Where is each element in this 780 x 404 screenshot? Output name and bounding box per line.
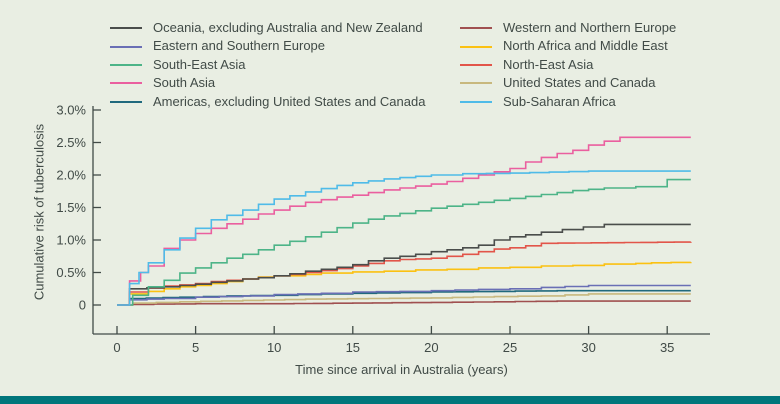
- legend-swatch-icon: [460, 45, 492, 48]
- series-line-oceania: [117, 223, 691, 306]
- legend-swatch-icon: [460, 82, 492, 85]
- legend-column-2: Western and Northern Europe North Africa …: [460, 19, 676, 111]
- x-tick-label: 20: [424, 340, 438, 355]
- legend-item-label: United States and Canada: [503, 75, 656, 91]
- legend-swatch-icon: [110, 82, 142, 85]
- x-axis-title: Time since arrival in Australia (years): [295, 362, 508, 377]
- y-tick-label: 1.5%: [56, 200, 86, 215]
- legend-item-label: Oceania, excluding Australia and New Zea…: [153, 20, 423, 35]
- x-tick-label: 15: [346, 340, 360, 355]
- x-tick-label: 25: [503, 340, 517, 355]
- legend-item-label: South-East Asia: [153, 56, 246, 72]
- y-tick-label: 3.0%: [56, 103, 86, 118]
- series-line-sub-saharan-africa: [117, 170, 691, 306]
- x-tick-label: 35: [660, 340, 674, 355]
- legend-item-united-states-canada: United States and Canada: [460, 74, 676, 92]
- legend-item-north-east-asia: North-East Asia: [460, 56, 676, 74]
- series-line-south-east-asia: [117, 178, 691, 306]
- legend-item-label: South Asia: [153, 75, 216, 91]
- series-line-americas: [117, 289, 691, 306]
- series-line-north-africa-middle-east: [117, 261, 692, 306]
- x-tick-label: 5: [192, 340, 199, 355]
- series-line-eastern-southern-europe: [117, 284, 691, 306]
- legend-column-1: Oceania, excluding Australia and New Zea…: [110, 19, 425, 111]
- legend-item-label: North-East Asia: [503, 56, 594, 72]
- series-line-western-northern-europe: [117, 300, 691, 306]
- legend-swatch-icon: [110, 63, 142, 66]
- legend-swatch-icon: [110, 100, 142, 103]
- y-tick-label: 1.0%: [56, 233, 86, 248]
- x-tick-label: 30: [581, 340, 595, 355]
- legend-swatch-icon: [110, 27, 142, 30]
- legend-item-north-africa-middle-east: North Africa and Middle East: [460, 37, 676, 55]
- x-tick-label: 0: [113, 340, 120, 355]
- y-tick-label: 0: [79, 298, 86, 313]
- legend-item-south-asia: South Asia: [110, 74, 425, 92]
- legend-item-label: Americas, excluding United States and Ca…: [153, 93, 426, 109]
- y-tick-label: 2.0%: [56, 168, 86, 183]
- legend-item-label: Eastern and Southern Europe: [153, 38, 326, 54]
- series-line-north-east-asia: [117, 241, 692, 306]
- legend-item-oceania: Oceania, excluding Australia and New Zea…: [110, 19, 425, 37]
- legend-item-western-northern-europe: Western and Northern Europe: [460, 19, 676, 37]
- legend-item-label: Western and Northern Europe: [503, 20, 677, 35]
- legend-item-sub-saharan-africa: Sub-Saharan Africa: [460, 93, 676, 111]
- legend-swatch-icon: [460, 63, 492, 66]
- legend-item-south-east-asia: South-East Asia: [110, 56, 425, 74]
- legend-swatch-icon: [110, 45, 142, 48]
- series-line-south-asia: [117, 136, 691, 306]
- legend-swatch-icon: [460, 100, 492, 103]
- legend-item-eastern-southern-europe: Eastern and Southern Europe: [110, 37, 425, 55]
- series-line-united-states-canada: [117, 293, 691, 306]
- legend-item-americas: Americas, excluding United States and Ca…: [110, 93, 425, 111]
- x-tick-label: 10: [267, 340, 281, 355]
- footer-accent-bar: [0, 396, 780, 404]
- y-tick-label: 2.5%: [56, 135, 86, 150]
- y-tick-label: 0.5%: [56, 265, 86, 280]
- legend-swatch-icon: [460, 27, 492, 30]
- legend-item-label: Sub-Saharan Africa: [503, 93, 616, 109]
- legend-item-label: North Africa and Middle East: [503, 38, 668, 54]
